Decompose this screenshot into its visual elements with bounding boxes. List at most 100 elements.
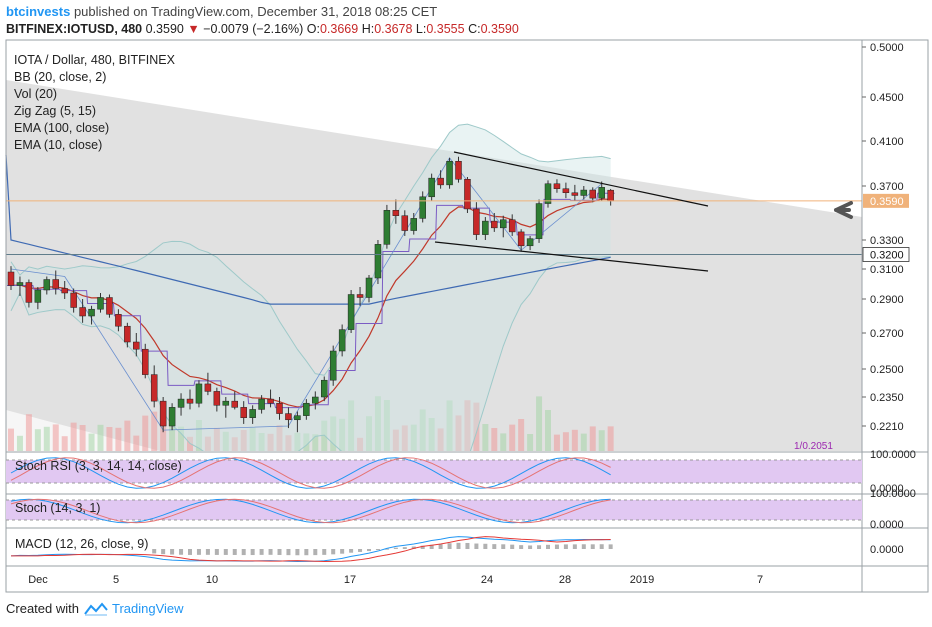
- volume-bar: [553, 434, 560, 451]
- volume-bar: [151, 411, 158, 451]
- time-axis-label: 2019: [630, 574, 654, 586]
- low-label: L:: [415, 22, 427, 36]
- symbol-name: BITFINEX:IOTUSD, 480: [6, 22, 143, 36]
- macd-histogram-bar: [429, 544, 434, 549]
- stoch-rsi-label[interactable]: Stoch RSI (3, 3, 14, 14, close): [15, 459, 182, 473]
- candle-body: [428, 177, 435, 198]
- time-axis-label: 10: [206, 574, 218, 586]
- price-tick-label: 0.3100: [870, 264, 904, 276]
- volume-bar: [509, 424, 516, 451]
- macd-histogram-bar: [286, 549, 291, 556]
- macd-histogram-bar: [501, 544, 506, 549]
- macd-histogram-bar: [590, 544, 595, 549]
- macd-tick-0: 0.0000: [870, 544, 904, 556]
- candle-body: [43, 279, 51, 291]
- volume-bar: [16, 435, 23, 451]
- macd-histogram-bar: [152, 549, 157, 554]
- legend-item-bb[interactable]: BB (20, close, 2): [14, 70, 107, 84]
- candle-body: [276, 402, 283, 414]
- candle-body: [52, 279, 59, 289]
- candle-body: [312, 396, 319, 404]
- volume-bar: [294, 432, 301, 451]
- candle-body: [97, 297, 104, 310]
- author-name[interactable]: btcinvests: [6, 4, 71, 19]
- volume-bar: [482, 424, 489, 451]
- candle-body: [517, 231, 525, 247]
- volume-bar: [446, 400, 453, 451]
- candle-body: [133, 341, 140, 350]
- macd-histogram-bar: [367, 549, 371, 552]
- legend-item-vol[interactable]: Vol (20): [14, 87, 58, 101]
- volume-bar: [473, 402, 480, 451]
- stoch-d-line: [10, 498, 611, 524]
- candle-body: [374, 244, 382, 279]
- macd-histogram-bar: [295, 549, 300, 556]
- volume-bar: [303, 433, 310, 451]
- candle-body: [16, 282, 24, 286]
- macd-histogram-bar: [304, 549, 309, 556]
- volume-bar: [106, 427, 113, 451]
- macd-histogram-bar: [546, 544, 550, 549]
- volume-bar: [419, 409, 426, 451]
- price-tick-label: 0.3700: [870, 181, 904, 193]
- volume-bar: [178, 426, 185, 451]
- volume-bar: [285, 435, 292, 451]
- time-axis-label: 17: [344, 574, 356, 586]
- legend-item-zigzag[interactable]: Zig Zag (5, 15): [14, 104, 96, 118]
- stoch-label[interactable]: Stoch (14, 3, 1): [15, 501, 101, 515]
- candle-body: [410, 218, 417, 231]
- macd-histogram-bar: [528, 545, 533, 549]
- stoch-band: [6, 500, 862, 520]
- candle-body: [294, 415, 301, 421]
- volume-bar: [124, 420, 131, 451]
- macd-histogram-bar: [188, 549, 192, 555]
- macd-histogram-bar: [599, 544, 604, 549]
- candle-body: [500, 219, 507, 229]
- candle-body: [535, 203, 543, 239]
- volume-bar: [160, 421, 167, 451]
- volume-bar: [330, 416, 337, 451]
- legend-item-ema10[interactable]: EMA (10, close): [14, 138, 103, 152]
- candle-body: [544, 183, 552, 204]
- candle-body: [303, 402, 310, 416]
- volume-bar: [195, 420, 202, 451]
- macd-histogram-bar: [492, 544, 497, 549]
- legend-item-ema100[interactable]: EMA (100, close): [14, 121, 110, 135]
- volume-bar: [491, 428, 498, 451]
- macd-histogram-bar: [563, 544, 568, 549]
- time-axis-label: 7: [757, 574, 763, 586]
- candle-body: [106, 297, 113, 315]
- candle-body: [338, 329, 346, 352]
- volume-bar: [410, 424, 417, 451]
- close-label: C:: [468, 22, 481, 36]
- volume-bar: [527, 434, 534, 451]
- macd-histogram-bar: [313, 549, 318, 556]
- volume-bar: [339, 418, 346, 451]
- candle-body: [473, 208, 480, 235]
- candle-body: [258, 398, 265, 410]
- footer: Created with TradingView: [6, 601, 184, 616]
- candle-body: [392, 210, 400, 216]
- candle-body: [455, 161, 462, 180]
- candle-body: [571, 192, 579, 196]
- macd-label[interactable]: MACD (12, 26, close, 9): [15, 537, 149, 551]
- down-arrow-icon: ▼: [187, 22, 200, 36]
- chart-canvas[interactable]: 0.5000 0.4500 0.4100 0.3700 0.3300 0.3100 0.29…: [0, 0, 932, 600]
- publish-info: btcinvests published on TradingView.com,…: [6, 4, 437, 19]
- candle-body: [401, 215, 409, 231]
- volume-bar: [213, 427, 220, 451]
- volume-bar: [79, 425, 86, 451]
- volume-bar: [88, 433, 95, 451]
- macd-histogram-bar: [510, 544, 515, 549]
- channel-upper-line: [453, 151, 709, 207]
- macd-histogram-bar: [393, 547, 398, 549]
- candle-body: [240, 407, 247, 418]
- macd-histogram-bar: [438, 544, 443, 549]
- macd-histogram-bar: [572, 544, 577, 549]
- time-axis-label: Dec: [28, 574, 48, 586]
- tradingview-brand[interactable]: TradingView: [111, 601, 184, 616]
- bollinger-lower-line: [10, 256, 611, 451]
- candle-body: [142, 348, 149, 375]
- macd-histogram-bar: [250, 549, 255, 556]
- candle-body: [115, 314, 122, 327]
